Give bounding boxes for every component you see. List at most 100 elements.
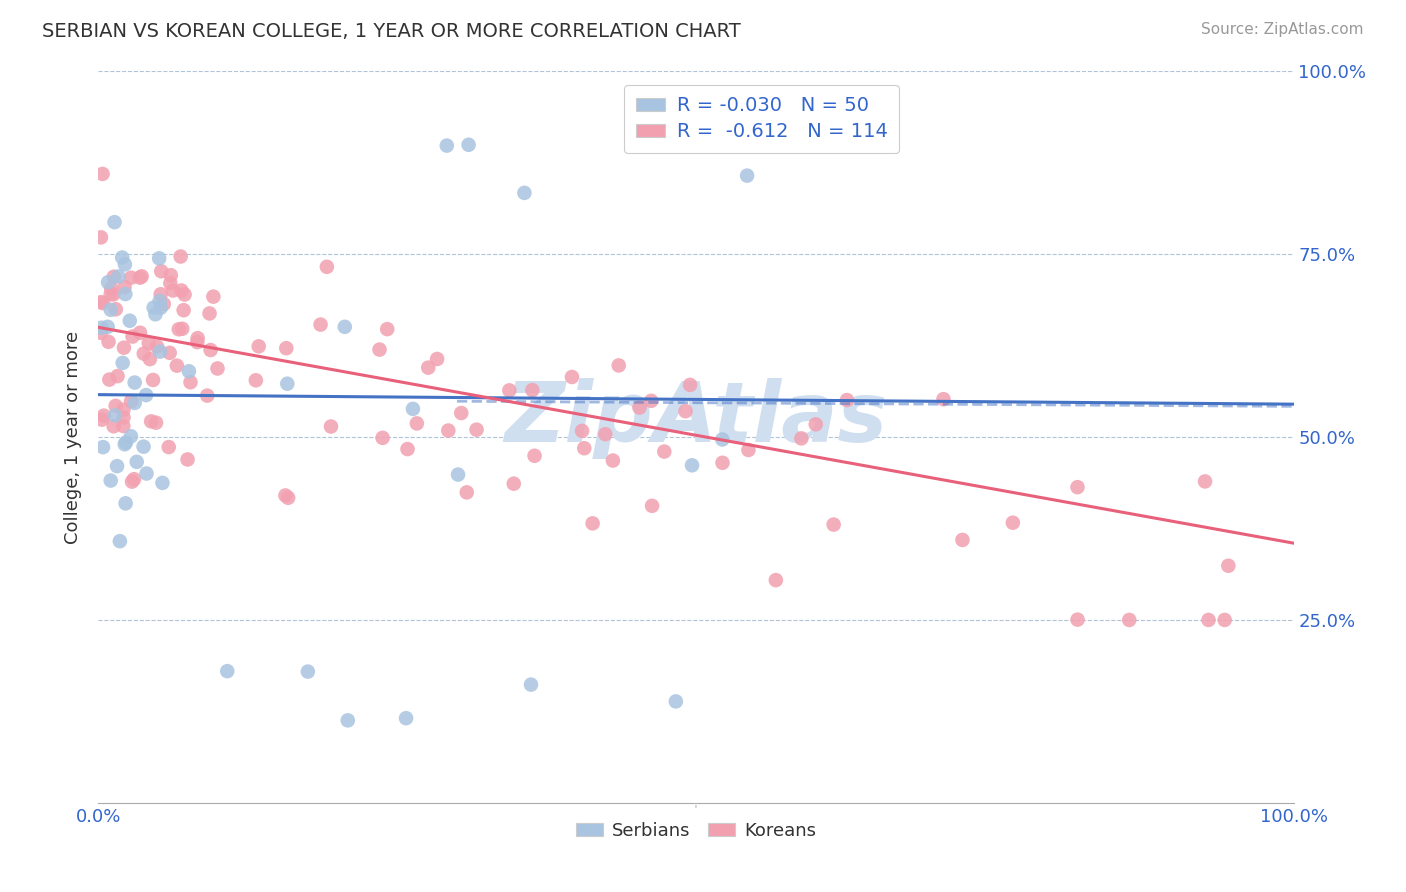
Point	[104, 302, 127, 317]
Point	[1066, 613, 1088, 627]
Point	[790, 431, 813, 445]
Point	[1066, 480, 1088, 494]
Point	[561, 370, 583, 384]
Point	[405, 417, 427, 431]
Point	[129, 326, 152, 340]
Point	[112, 341, 135, 355]
Point	[176, 452, 198, 467]
Point	[513, 186, 536, 200]
Point	[107, 269, 129, 284]
Point	[124, 376, 146, 390]
Point	[823, 517, 845, 532]
Point	[90, 230, 112, 244]
Point	[375, 322, 398, 336]
Point	[835, 393, 858, 408]
Point	[245, 373, 267, 387]
Point	[114, 287, 136, 301]
Point	[498, 384, 520, 398]
Point	[103, 269, 125, 284]
Point	[97, 275, 120, 289]
Point	[120, 394, 142, 409]
Point	[124, 396, 146, 410]
Point	[103, 419, 125, 434]
Point	[104, 399, 127, 413]
Legend: Serbians, Koreans: Serbians, Koreans	[567, 813, 825, 848]
Point	[502, 476, 524, 491]
Point	[97, 319, 120, 334]
Point	[105, 459, 128, 474]
Point	[112, 419, 135, 434]
Point	[114, 496, 136, 510]
Point	[149, 344, 172, 359]
Point	[114, 280, 136, 294]
Point	[129, 270, 152, 285]
Point	[162, 284, 184, 298]
Point	[122, 472, 145, 486]
Point	[198, 306, 221, 320]
Point	[675, 404, 697, 418]
Point	[149, 301, 172, 315]
Point	[90, 326, 112, 340]
Point	[114, 437, 136, 451]
Point	[97, 334, 120, 349]
Point	[276, 376, 298, 391]
Point	[652, 444, 675, 458]
Point	[368, 343, 391, 357]
Point	[1198, 613, 1220, 627]
Point	[711, 433, 734, 447]
Point	[395, 711, 418, 725]
Point	[641, 499, 664, 513]
Point	[628, 401, 651, 415]
Text: ZipAtlas: ZipAtlas	[505, 378, 887, 459]
Point	[142, 301, 165, 315]
Point	[145, 307, 167, 321]
Y-axis label: College, 1 year or more: College, 1 year or more	[63, 331, 82, 543]
Point	[118, 314, 141, 328]
Point	[111, 251, 134, 265]
Point	[437, 424, 460, 438]
Point	[177, 364, 200, 378]
Point	[173, 287, 195, 301]
Point	[91, 412, 114, 426]
Point	[932, 392, 955, 406]
Point	[371, 431, 394, 445]
Point	[167, 322, 190, 336]
Point	[186, 335, 208, 350]
Point	[100, 281, 122, 295]
Point	[132, 346, 155, 360]
Point	[131, 269, 153, 284]
Point	[98, 373, 121, 387]
Point	[120, 429, 142, 443]
Point	[274, 488, 297, 502]
Point	[91, 296, 114, 310]
Point	[152, 475, 174, 490]
Point	[100, 302, 122, 317]
Point	[571, 424, 593, 438]
Point	[159, 276, 181, 290]
Point	[115, 435, 138, 450]
Point	[522, 383, 544, 397]
Point	[100, 287, 122, 301]
Point	[333, 319, 356, 334]
Point	[138, 336, 160, 351]
Point	[157, 440, 180, 454]
Point	[457, 137, 479, 152]
Point	[465, 423, 488, 437]
Point	[595, 427, 617, 442]
Point	[217, 664, 239, 678]
Point	[103, 287, 125, 301]
Point	[146, 340, 169, 354]
Point	[139, 352, 162, 367]
Point	[737, 442, 759, 457]
Point	[104, 409, 127, 423]
Point	[1001, 516, 1024, 530]
Point	[711, 456, 734, 470]
Point	[139, 414, 162, 428]
Point	[450, 406, 472, 420]
Point	[120, 270, 142, 285]
Point	[276, 341, 298, 355]
Point	[456, 485, 478, 500]
Point	[149, 287, 172, 301]
Point	[103, 215, 125, 229]
Point	[150, 264, 173, 278]
